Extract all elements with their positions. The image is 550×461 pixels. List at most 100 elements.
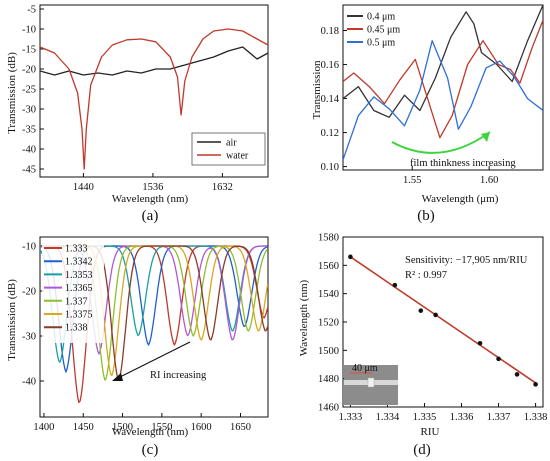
- legend-label: 1.333: [65, 244, 88, 255]
- r2-text: R² : 0.997: [405, 270, 447, 281]
- y-tick-label: 0.14: [321, 94, 340, 105]
- inset-label: 40 μm: [352, 363, 378, 374]
- data-point: [418, 308, 424, 313]
- y-tick-label: -45: [22, 165, 36, 176]
- legend-label: 1.3365: [65, 283, 93, 294]
- legend-label: 1.3342: [65, 257, 93, 268]
- caption-a: (a): [142, 208, 159, 224]
- data-point: [348, 254, 353, 260]
- ri-arrow: [117, 341, 191, 379]
- legend-label: 0.4 μm: [367, 12, 395, 23]
- panel-a: 1440 1536 1632 -45 -40 -35 -30 -25 -20 -15 -10 -5 ai…: [22, 4, 269, 193]
- data-point: [477, 340, 483, 346]
- ylabel-b: Transmission: [311, 60, 323, 119]
- legend-label: 1.3375: [65, 310, 93, 321]
- x-tick-label: 1.60: [480, 175, 498, 186]
- y-tick-label: 1480: [318, 374, 339, 385]
- trend-arrow: [391, 131, 491, 154]
- y-tick-label: -15: [22, 45, 36, 56]
- legend: 0.4 μm 0.45 μm 0.5 μm: [347, 12, 400, 49]
- x-tick-label: 1536: [142, 182, 163, 193]
- x-tick-label: 1632: [212, 182, 233, 193]
- series-line-air: [40, 46, 268, 76]
- y-tick-label: 1540: [318, 289, 339, 300]
- xlabel-b: Wavelength (μm): [422, 193, 499, 205]
- legend: air water: [191, 132, 266, 166]
- plot-frame: [39, 4, 269, 178]
- legend-label: 1.337: [65, 296, 88, 307]
- y-tick-label: -20: [22, 287, 36, 298]
- y-tick-label: 0.16: [321, 60, 339, 71]
- x-tick-label: 1550: [151, 422, 172, 433]
- y-tick-label: 1500: [318, 346, 339, 357]
- xlabel-a: Wavelength (nm): [112, 193, 189, 205]
- x-tick-label: 1650: [230, 422, 251, 433]
- panel-c: 1400 1450 1500 1550 1600 1650 -40 -30 -20 -10 1.33…: [22, 236, 269, 433]
- legend: 1.333 1.3342 1.3353 1.3365 1.337 1.3375 1.338: [42, 239, 104, 343]
- caption-c: (c): [142, 442, 159, 458]
- y-tick-label: 1580: [318, 233, 339, 244]
- series-line-0.5 μm: [343, 40, 543, 161]
- x-tick-label: 1.334: [376, 412, 400, 423]
- y-tick-label: -10: [22, 242, 36, 253]
- x-tick-label: 1.337: [487, 412, 511, 423]
- legend-label: 1.3353: [65, 270, 93, 281]
- panel-b: 1.55 1.60 0.10 0.12 0.14 0.16 0.18 0.4 μm 0.45 μ…: [321, 4, 544, 186]
- legend-label: air: [226, 138, 237, 149]
- y-tick-label: -25: [22, 85, 36, 96]
- ylabel-a: Transmission (dB): [6, 52, 18, 134]
- y-tick-label: -20: [22, 65, 36, 76]
- y-tick-label: 1460: [318, 403, 339, 414]
- legend-label: 0.5 μm: [367, 38, 395, 49]
- y-tick-label: -40: [22, 145, 36, 156]
- y-tick-label: -10: [22, 25, 36, 36]
- fit-line: [349, 256, 537, 384]
- y-tick-label: 0.18: [321, 26, 339, 37]
- data-point: [433, 312, 438, 318]
- series-line-water: [40, 28, 268, 170]
- caption-d: (d): [413, 442, 431, 458]
- y-tick-label: 0.12: [321, 128, 339, 139]
- y-tick-label: -35: [22, 125, 36, 136]
- xlabel-c: Wavelength (nm): [112, 426, 189, 438]
- x-tick-label: 1.335: [413, 412, 437, 423]
- legend-label: 0.45 μm: [367, 25, 400, 36]
- x-tick-label: 1440: [73, 182, 94, 193]
- legend-label: 1.338: [65, 323, 88, 334]
- inset-taper: [367, 377, 375, 388]
- y-tick-label: 1560: [318, 261, 339, 272]
- y-tick-label: 0.10: [321, 162, 339, 173]
- x-tick-label: 1400: [33, 422, 54, 433]
- ylabel-c: Transmission (dB): [6, 279, 18, 361]
- panel-d: 1.333 1.334 1.335 1.336 1.337 1.338 1460 1480 15…: [318, 233, 547, 424]
- x-tick-label: 1.336: [450, 412, 474, 423]
- y-tick-label: -5: [27, 5, 36, 16]
- data-point: [514, 372, 520, 377]
- y-tick-label: -40: [22, 377, 36, 388]
- caption-b: (b): [417, 208, 435, 224]
- data-point: [496, 356, 501, 362]
- y-tick-label: -30: [22, 332, 36, 343]
- trend-arrow-head: [481, 132, 490, 142]
- legend-box: [191, 132, 266, 166]
- series-line-0.4 μm: [343, 5, 543, 118]
- ri-arrow-head: [112, 373, 123, 381]
- microscope-inset: 40 μm: [344, 363, 398, 405]
- x-tick-label: 1500: [112, 422, 133, 433]
- plot-frame: [342, 4, 544, 171]
- xlabel-d: RIU: [421, 426, 440, 438]
- x-tick-label: 1.55: [403, 175, 421, 186]
- y-tick-label: 1520: [318, 318, 339, 329]
- x-tick-label: 1.338: [524, 412, 548, 423]
- annotation: RI increasing: [150, 370, 207, 381]
- data-point: [533, 382, 538, 387]
- annotation: film thinkness increasing: [410, 158, 516, 169]
- y-tick-label: -30: [22, 105, 36, 116]
- x-tick-label: 1.333: [339, 412, 363, 423]
- x-tick-label: 1600: [191, 422, 212, 433]
- ylabel-d: Wavelength (nm): [298, 279, 310, 356]
- sensitivity-text: Sensitivity: −17,905 nm/RIU: [405, 255, 528, 266]
- legend-label: water: [226, 151, 249, 162]
- series-line-0.45 μm: [343, 20, 543, 139]
